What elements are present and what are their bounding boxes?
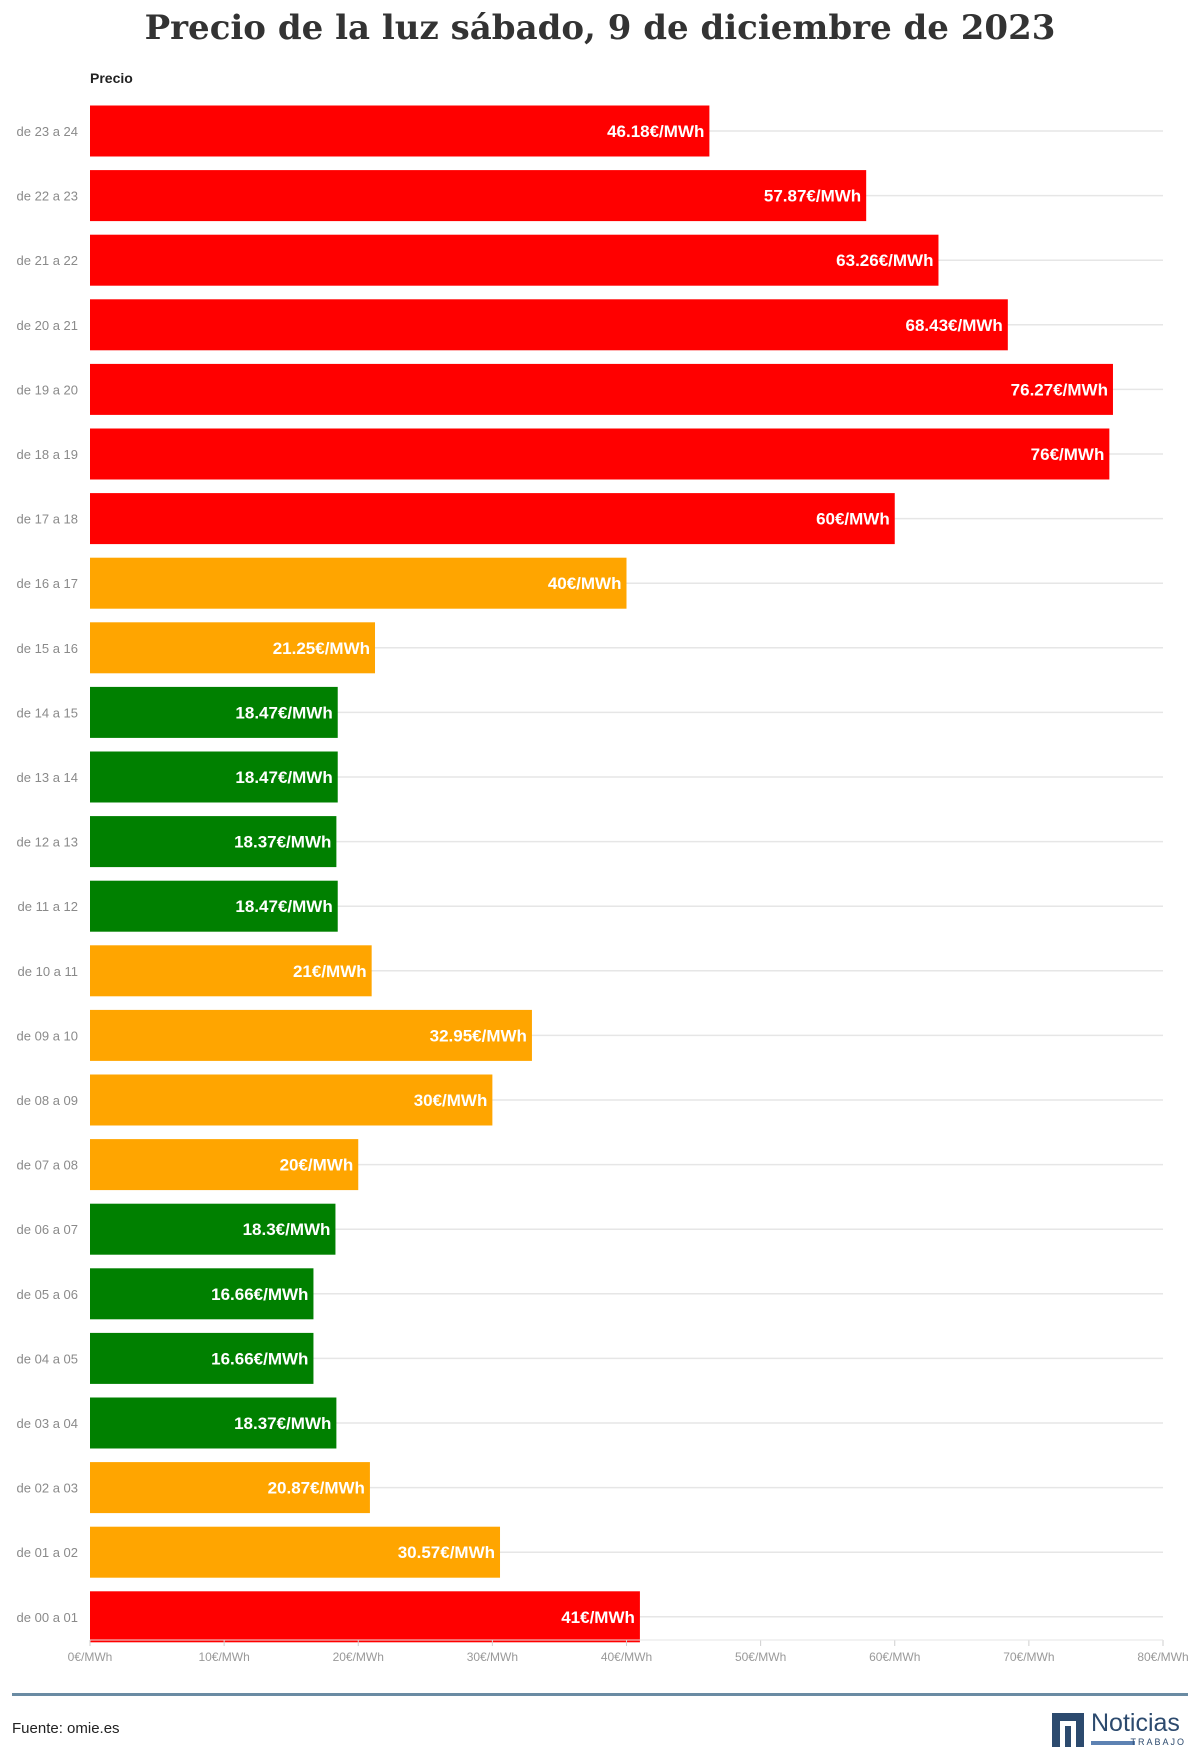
category-label: de 01 a 02	[17, 1545, 78, 1560]
data-label: 18.47€/MWh	[235, 768, 332, 787]
bar	[90, 1203, 336, 1255]
x-tick-label: 60€/MWh	[869, 1650, 920, 1664]
data-label: 32.95€/MWh	[430, 1026, 527, 1045]
bar	[90, 1332, 314, 1384]
category-label: de 11 a 12	[18, 899, 78, 914]
bar	[90, 170, 867, 222]
x-tick-label: 50€/MWh	[735, 1650, 786, 1664]
data-label: 18.47€/MWh	[235, 703, 332, 722]
bar	[90, 234, 939, 286]
data-label: 21€/MWh	[293, 962, 367, 981]
category-label: de 21 a 22	[17, 253, 78, 268]
data-label: 18.3€/MWh	[243, 1220, 331, 1239]
logo-underline	[1091, 1741, 1135, 1745]
data-label: 46.18€/MWh	[607, 122, 704, 141]
category-label: de 08 a 09	[17, 1093, 78, 1108]
bar	[90, 945, 372, 997]
data-label: 68.43€/MWh	[906, 316, 1003, 335]
bar	[90, 622, 376, 674]
category-label: de 03 a 04	[17, 1416, 78, 1431]
data-label: 20€/MWh	[280, 1156, 354, 1175]
bar	[90, 493, 895, 545]
data-label: 76.27€/MWh	[1011, 380, 1108, 399]
data-label: 20.87€/MWh	[268, 1479, 365, 1498]
category-label: de 10 a 11	[18, 964, 78, 979]
bar	[90, 1009, 532, 1061]
x-tick-label: 70€/MWh	[1003, 1650, 1054, 1664]
bar	[90, 686, 338, 738]
data-label: 18.37€/MWh	[234, 1414, 331, 1433]
category-label: de 07 a 08	[17, 1158, 78, 1173]
bar	[90, 1268, 314, 1320]
bar	[90, 105, 710, 157]
category-label: de 04 a 05	[17, 1351, 78, 1366]
bar	[90, 880, 338, 932]
gridlines	[90, 130, 1163, 1618]
category-label: de 06 a 07	[17, 1222, 78, 1237]
category-label: de 05 a 06	[17, 1287, 78, 1302]
data-label: 41€/MWh	[561, 1608, 635, 1627]
category-label: de 19 a 20	[17, 382, 78, 397]
bar	[90, 1462, 370, 1514]
bars	[90, 105, 1113, 1643]
data-label: 76€/MWh	[1031, 445, 1105, 464]
footer-divider	[12, 1693, 1188, 1696]
category-label: de 22 a 23	[17, 189, 78, 204]
x-tick-label: 30€/MWh	[467, 1650, 518, 1664]
category-label: de 09 a 10	[17, 1028, 78, 1043]
data-label: 18.47€/MWh	[235, 897, 332, 916]
bar	[90, 557, 627, 609]
category-label: de 18 a 19	[17, 447, 78, 462]
chart-title: Precio de la luz sábado, 9 de diciembre …	[144, 8, 1056, 48]
category-label: de 16 a 17	[17, 576, 78, 591]
data-label: 30.57€/MWh	[398, 1543, 495, 1562]
value-labels: 46.18€/MWh 57.87€/MWh 63.26€/MWh 68.43€/MWh…	[211, 122, 1108, 1627]
bar	[90, 1397, 337, 1449]
x-tick-label: 40€/MWh	[601, 1650, 652, 1664]
category-label: de 17 a 18	[17, 512, 78, 527]
source-text: Fuente: omie.es	[12, 1720, 120, 1737]
logo-text: Noticias	[1091, 1709, 1180, 1737]
bar	[90, 363, 1113, 415]
data-label: 60€/MWh	[816, 510, 890, 529]
bar	[90, 1074, 493, 1126]
x-tick-label: 20€/MWh	[333, 1650, 384, 1664]
category-label: de 15 a 16	[17, 641, 78, 656]
data-label: 21.25€/MWh	[273, 639, 370, 658]
x-tick-label: 0€/MWh	[68, 1650, 113, 1664]
category-label: de 12 a 13	[17, 835, 78, 850]
category-label: de 13 a 14	[17, 770, 78, 785]
logo-mark-icon	[1052, 1713, 1084, 1747]
noticias-trabajo-logo[interactable]: Noticias TRABAJO	[1052, 1708, 1188, 1750]
bar	[90, 1526, 501, 1578]
data-label: 63.26€/MWh	[836, 251, 933, 270]
category-label: de 02 a 03	[17, 1481, 78, 1496]
x-axis: 0€/MWh 10€/MWh 20€/MWh 30€/MWh 40€/MWh 50€/MW…	[68, 1639, 1189, 1664]
x-tick-label: 10€/MWh	[198, 1650, 249, 1664]
bar	[90, 1139, 359, 1191]
data-label: 30€/MWh	[414, 1091, 488, 1110]
data-label: 18.37€/MWh	[234, 833, 331, 852]
category-labels: de 23 a 24 de 22 a 23 de 21 a 22 de 20 a 21…	[17, 124, 78, 1625]
category-label: de 14 a 15	[17, 705, 78, 720]
category-label: de 23 a 24	[17, 124, 78, 139]
x-tick-label: 80€/MWh	[1137, 1650, 1188, 1664]
bar	[90, 299, 1008, 351]
bar	[90, 751, 338, 803]
data-label: 57.87€/MWh	[764, 187, 861, 206]
category-label: de 00 a 01	[17, 1610, 78, 1625]
data-label: 40€/MWh	[548, 574, 622, 593]
bar	[90, 816, 337, 868]
data-label: 16.66€/MWh	[211, 1285, 308, 1304]
legend-title: Precio	[90, 70, 133, 86]
data-label: 16.66€/MWh	[211, 1349, 308, 1368]
bar	[90, 428, 1110, 480]
category-label: de 20 a 21	[17, 318, 78, 333]
bar	[90, 1591, 640, 1643]
logo-subtext: TRABAJO	[1130, 1737, 1186, 1747]
